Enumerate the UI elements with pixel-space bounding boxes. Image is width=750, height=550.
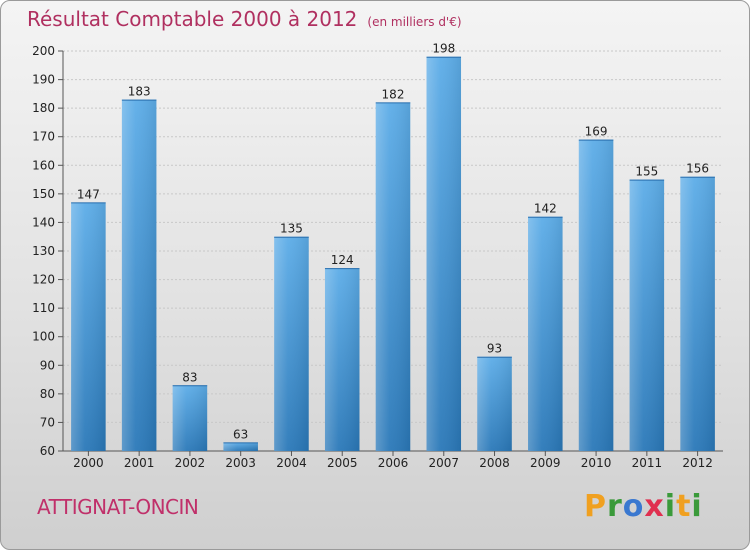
logo-letter: t [676,489,692,524]
x-tick-label: 2001 [124,456,155,470]
y-tick-label: 90 [40,358,55,372]
y-tick-label: 80 [40,387,55,401]
data-labels: 147 183 83 63 135 124 182 198 93 142 169 155 156 [77,42,709,442]
x-tick-label: 2012 [682,456,713,470]
bar-shine [223,442,258,451]
x-tick-label: 2004 [276,456,307,470]
x-tick-label: 2011 [632,456,663,470]
y-tick-label: 130 [32,244,55,258]
y-tick-label: 150 [32,187,55,201]
data-label: 198 [432,42,455,56]
y-tick-label: 190 [32,73,55,87]
data-label: 183 [128,85,151,99]
y-tick-label: 170 [32,130,55,144]
x-tick-label: 2009 [530,456,561,470]
data-label: 182 [382,87,405,101]
x-tick-label: 2008 [479,456,510,470]
bar-shine [578,139,614,452]
logo-letter: P [584,489,607,524]
data-label: 63 [233,427,248,441]
logo-letter: i [691,489,703,524]
logo-letter: o [622,489,645,524]
logo-letter: x [644,489,665,524]
bar-shine [172,385,208,451]
x-tick-label: 2010 [581,456,612,470]
bar-shine [426,56,462,451]
axes: 60 70 80 90 100 110 120 130 140 150 160 170 180 190 20… [32,44,723,470]
bar-shine [680,176,715,451]
bar-shine [71,202,106,451]
y-tick-label: 70 [40,415,55,429]
x-tick-label: 2003 [225,456,256,470]
data-label: 147 [77,187,100,201]
y-tick-label: 200 [32,44,55,58]
bar-shine [375,102,411,451]
data-label: 169 [585,125,608,139]
y-tick-label: 160 [32,158,55,172]
bar-shine [629,179,665,452]
y-tick-label: 60 [40,444,55,458]
bar-shine [477,356,512,451]
x-tick-label: 2006 [378,456,409,470]
y-tick-label: 120 [32,273,55,287]
chart-subtitle: (en milliers d'€) [367,15,462,29]
data-label: 156 [686,162,709,176]
chart-title-text: Résultat Comptable 2000 à 2012 [27,7,358,31]
y-tick-label: 140 [32,215,55,229]
bar-shine [324,268,360,451]
logo-letter: i [664,489,677,524]
bar-shine [528,216,563,451]
x-tick-label: 2000 [73,456,104,470]
data-label: 135 [280,222,303,236]
data-label: 155 [635,165,658,179]
bar-shine [121,99,157,452]
place-name: ATTIGNAT-ONCIN [37,495,199,519]
data-label: 93 [487,342,502,356]
y-tick-label: 180 [32,101,55,115]
data-label: 142 [534,202,557,216]
data-label: 124 [331,253,354,267]
y-tick-label: 100 [32,330,55,344]
logo-letter: r [607,489,623,524]
chart-title: Résultat Comptable 2000 à 2012 (en millie… [27,7,462,31]
x-tick-label: 2007 [428,456,459,470]
proxiti-logo: Proxiti [584,489,703,524]
bars [71,56,715,452]
x-tick-label: 2002 [175,456,206,470]
x-tick-label: 2005 [327,456,358,470]
bar-shine [274,236,309,451]
y-tick-label: 110 [32,301,55,315]
data-label: 83 [182,370,197,384]
